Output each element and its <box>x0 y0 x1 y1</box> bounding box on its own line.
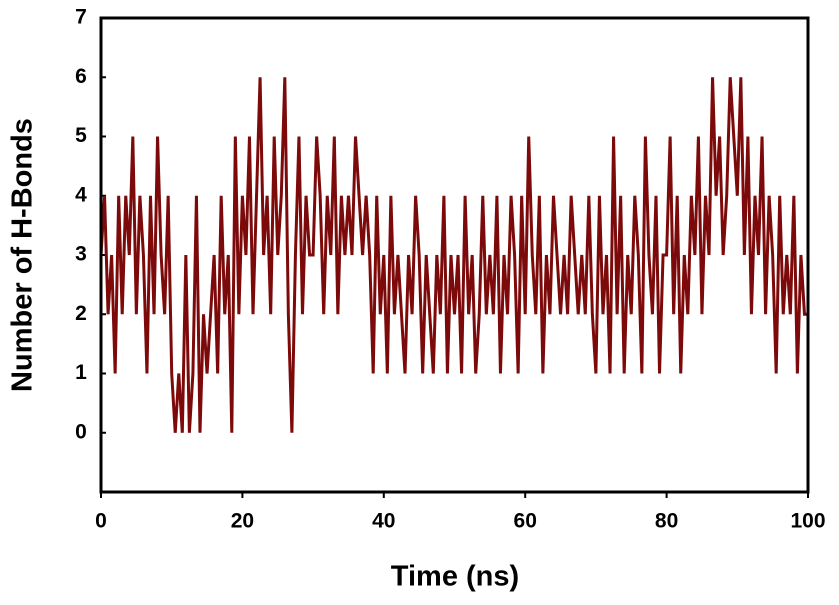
y-tick-label: 6 <box>75 65 87 88</box>
x-tick-label: 20 <box>231 510 254 533</box>
y-tick-label: 7 <box>75 6 87 29</box>
x-tick-label: 60 <box>514 510 537 533</box>
x-tick-label: 100 <box>790 510 825 533</box>
y-tick-label: 1 <box>75 361 87 384</box>
data-line <box>99 77 808 433</box>
y-tick-label: 3 <box>75 243 87 266</box>
x-tick-label: 80 <box>655 510 678 533</box>
y-tick-label: 5 <box>75 124 87 147</box>
y-tick-label: 0 <box>75 420 87 443</box>
y-tick-label: 4 <box>75 183 87 206</box>
x-tick-label: 40 <box>372 510 395 533</box>
x-axis-label: Time (ns) <box>391 561 519 593</box>
y-tick-label: 2 <box>75 302 87 325</box>
y-axis-label: Number of H-Bonds <box>7 118 39 392</box>
x-tick-label: 0 <box>95 510 107 533</box>
plot-frame <box>99 16 810 494</box>
